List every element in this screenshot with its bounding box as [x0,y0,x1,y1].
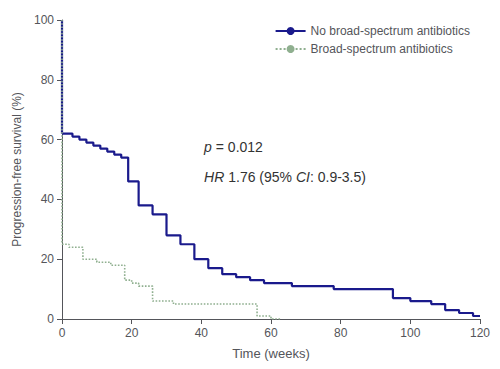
svg-text:100: 100 [400,326,420,340]
svg-text:HR: HR [204,169,224,185]
svg-text:60: 60 [264,326,278,340]
svg-text:100: 100 [34,13,54,27]
svg-text:60: 60 [41,133,55,147]
svg-text:40: 40 [195,326,209,340]
svg-text:Time (weeks): Time (weeks) [232,346,310,361]
svg-text:Progression-free survival (%): Progression-free survival (%) [10,92,24,247]
svg-text:No broad-spectrum antibiotics: No broad-spectrum antibiotics [311,24,470,38]
svg-text:Broad-spectrum antibiotics: Broad-spectrum antibiotics [311,42,453,56]
svg-text:: 0.9-3.5): : 0.9-3.5) [310,169,366,185]
svg-text:40: 40 [41,192,55,206]
svg-text:20: 20 [125,326,139,340]
svg-text:0: 0 [47,312,54,326]
svg-text:0: 0 [59,326,66,340]
svg-text:20: 20 [41,252,55,266]
svg-text:p: p [203,139,212,155]
svg-text:CI: CI [296,169,310,185]
svg-text:80: 80 [41,73,55,87]
svg-text:80: 80 [334,326,348,340]
svg-text:= 0.012: = 0.012 [212,139,263,155]
svg-text:120: 120 [470,326,490,340]
svg-text:1.76 (95%: 1.76 (95% [224,169,296,185]
